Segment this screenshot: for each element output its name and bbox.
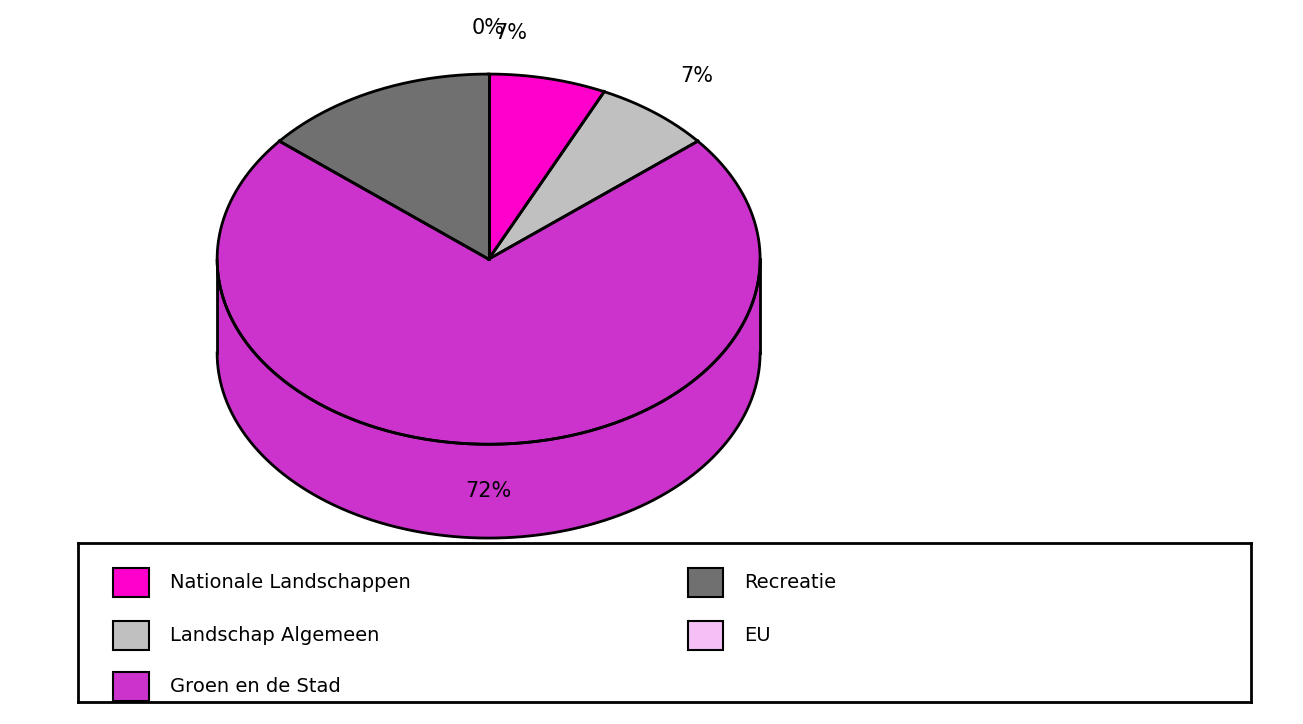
Text: 7%: 7%	[680, 67, 713, 86]
Text: 14%: 14%	[465, 573, 512, 592]
Bar	[113, 621, 149, 649]
Polygon shape	[218, 353, 760, 538]
Polygon shape	[279, 74, 489, 259]
Bar	[688, 621, 723, 649]
Polygon shape	[489, 92, 698, 259]
Text: Landschap Algemeen: Landschap Algemeen	[169, 626, 379, 645]
Polygon shape	[218, 141, 760, 445]
Bar	[113, 568, 149, 597]
Text: EU: EU	[744, 626, 771, 645]
Text: Nationale Landschappen: Nationale Landschappen	[169, 573, 410, 592]
Polygon shape	[489, 74, 605, 259]
Text: Recreatie: Recreatie	[744, 573, 837, 592]
Text: Groen en de Stad: Groen en de Stad	[169, 677, 340, 696]
Bar	[688, 568, 723, 597]
Text: 72%: 72%	[465, 481, 512, 500]
Text: 0%: 0%	[472, 18, 506, 38]
Text: 7%: 7%	[494, 23, 526, 43]
Polygon shape	[218, 261, 760, 538]
Bar	[113, 672, 149, 701]
